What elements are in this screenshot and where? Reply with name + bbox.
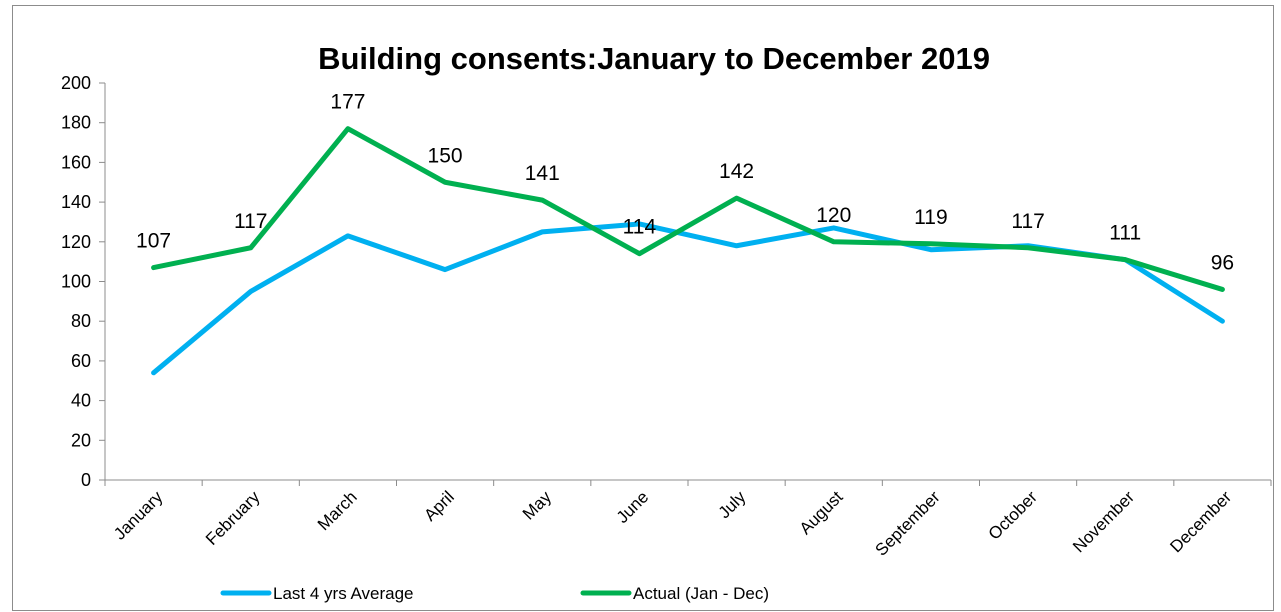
data-label: 120	[816, 204, 851, 227]
chart-frame: Building consents:January to December 20…	[12, 5, 1274, 611]
data-label: 177	[330, 91, 365, 114]
data-label: 96	[1211, 251, 1234, 274]
y-tick-label: 100	[61, 272, 91, 292]
y-tick-label: 120	[61, 232, 91, 252]
y-tick-label: 160	[61, 152, 91, 172]
y-tick-label: 40	[71, 391, 91, 411]
legend-label: Actual (Jan - Dec)	[633, 584, 769, 603]
data-label: 150	[428, 144, 463, 167]
y-tick-label: 140	[61, 192, 91, 212]
data-label: 142	[719, 160, 754, 183]
x-tick-label: September	[871, 487, 943, 559]
data-label: 107	[136, 230, 171, 253]
data-label: 141	[525, 162, 560, 185]
x-tick-label: July	[715, 487, 750, 522]
data-label: 119	[914, 206, 947, 229]
x-tick-label: August	[796, 487, 847, 538]
y-tick-label: 60	[71, 351, 91, 371]
y-tick-label: 200	[61, 73, 91, 93]
x-tick-label: November	[1069, 487, 1138, 556]
x-tick-label: March	[314, 487, 361, 534]
x-tick-label: June	[613, 487, 653, 527]
line-chart: Building consents:January to December 20…	[13, 6, 1275, 612]
data-label: 117	[234, 210, 267, 233]
y-tick-label: 20	[71, 430, 91, 450]
chart-title: Building consents:January to December 20…	[318, 41, 990, 76]
data-label: 114	[623, 216, 657, 239]
y-tick-label: 180	[61, 113, 91, 133]
x-tick-label: April	[420, 487, 457, 524]
x-tick-label: October	[985, 487, 1041, 543]
x-tick-label: January	[110, 487, 167, 544]
x-tick-label: February	[202, 487, 264, 549]
y-tick-label: 80	[71, 311, 91, 331]
data-label: 111	[1109, 222, 1141, 245]
x-tick-label: May	[519, 487, 555, 523]
data-label: 117	[1011, 210, 1044, 233]
series-line-average	[154, 224, 1223, 373]
y-tick-label: 0	[81, 470, 91, 490]
series-line-actual	[154, 129, 1223, 290]
x-tick-label: December	[1166, 487, 1235, 556]
legend-label: Last 4 yrs Average	[273, 584, 414, 603]
